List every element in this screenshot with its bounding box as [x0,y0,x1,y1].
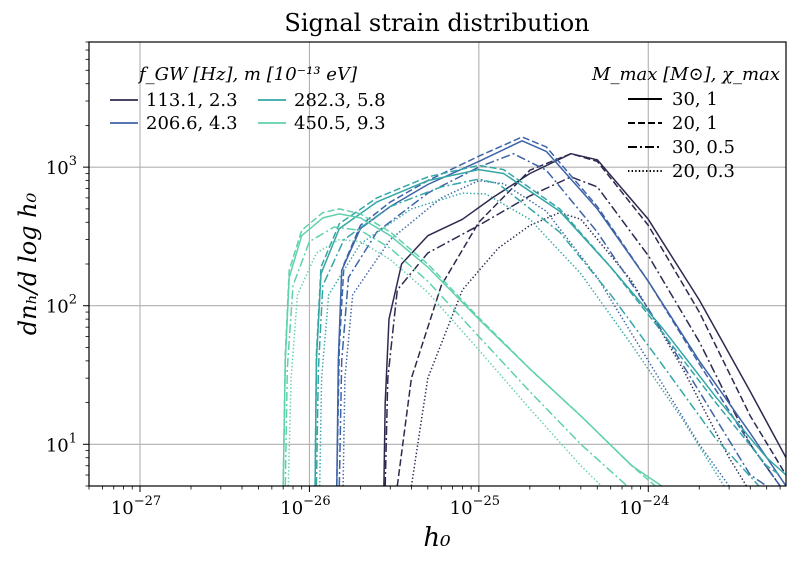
legend-bh-title: M_max [M⊙], χ_max [591,64,780,85]
legend-frequency-label: 282.3, 5.8 [294,90,386,111]
x-tick-label: 10−25 [450,494,500,519]
legend-bh-label: 30, 0.5 [672,137,735,158]
series-line [336,136,781,486]
series-line [315,178,760,486]
series-line [383,152,786,486]
series-line [314,168,786,486]
series-line [410,211,748,486]
x-tick-label: 10−24 [619,494,669,519]
y-tick-label: 103 [46,154,77,179]
y-tick-label: 101 [46,431,77,456]
series-line [282,208,656,486]
legend-frequency-title: f_GW [Hz], m [10⁻¹³ eV] [137,64,358,85]
series-line [338,152,768,486]
series-line [384,176,781,486]
legend-bh-label: 20, 0.3 [672,161,735,182]
legend-frequency: f_GW [Hz], m [10⁻¹³ eV] 113.1, 2.3206.6,… [110,64,386,134]
y-axis-label: dnₕ/d log h₀ [14,192,42,335]
legend-bh-label: 20, 1 [672,113,718,134]
legend-bh-label: 30, 1 [672,89,718,110]
legend-frequency-label: 206.6, 4.3 [146,113,238,134]
y-tick-label: 102 [46,293,77,318]
x-tick-label: 10−27 [111,494,161,519]
series-line [287,238,603,486]
legend-black-hole-params: M_max [M⊙], χ_max 30, 1 20, 1 30, 0.5 20, 0… [591,64,780,182]
y-axis-ticks: 101 102 103 [46,154,89,456]
series-group [282,136,786,486]
legend-frequency-label: 450.5, 9.3 [294,113,386,134]
series-line [318,192,725,486]
legend-frequency-label: 113.1, 2.3 [146,90,238,111]
x-axis-label: h₀ [423,523,451,553]
x-tick-label: 10−26 [280,494,330,519]
series-line [314,164,781,486]
x-axis-ticks: 10−27 10−26 10−25 10−24 [111,486,669,519]
grid [89,42,786,486]
minor-ticks [85,41,781,490]
series-line [396,152,786,486]
series-line [284,226,628,486]
chart-title: Signal strain distribution [284,9,589,37]
